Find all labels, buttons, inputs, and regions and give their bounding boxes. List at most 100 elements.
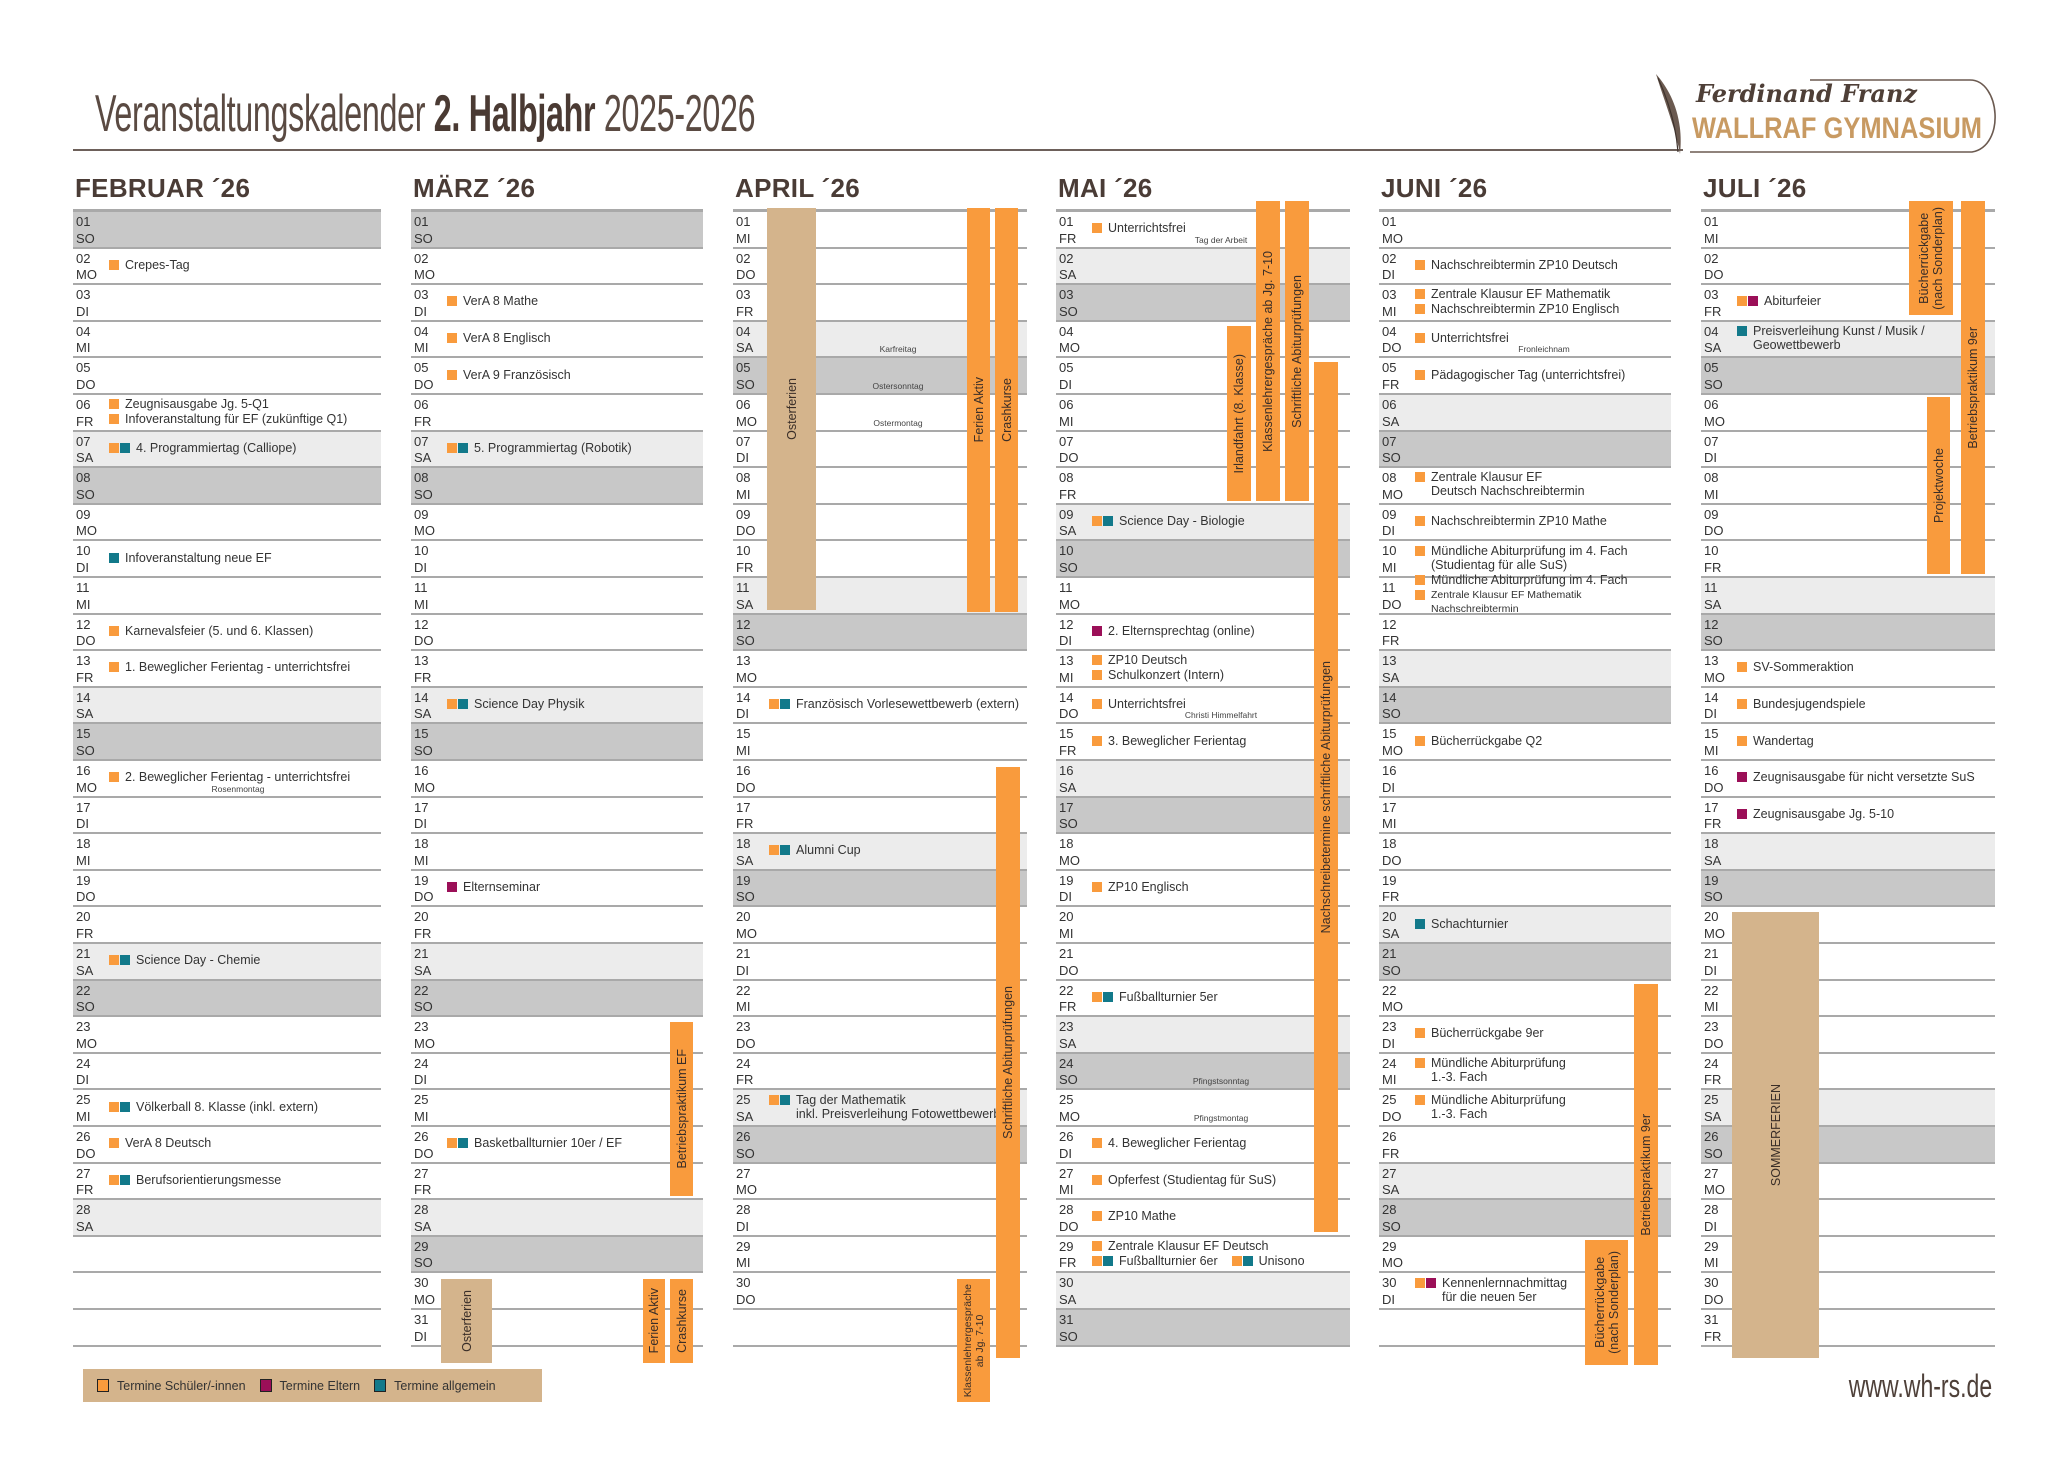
event-item[interactable]: Schachturnier — [1415, 917, 1508, 931]
marker-schueler-icon — [1092, 669, 1102, 680]
event-item[interactable]: Mündliche Abiturprüfung 1.-3. Fach — [1415, 1093, 1566, 1121]
day-number: 22 — [1382, 982, 1397, 998]
event-item[interactable]: 1. Beweglicher Ferientag - unterrichtsfr… — [109, 660, 350, 674]
event-item[interactable]: Nachschreibtermin ZP10 Englisch — [1415, 302, 1619, 316]
day-number: 16 — [736, 763, 751, 778]
event-text: Zentrale Klausur EF Mathematik Nachschre… — [1431, 588, 1582, 615]
title-divider — [73, 149, 1683, 151]
event-item[interactable]: ZP10 Mathe — [1092, 1209, 1176, 1223]
event-item[interactable]: Wandertag — [1737, 734, 1814, 748]
day-row: 20 FR — [73, 907, 381, 944]
event-item[interactable]: Schulkonzert (Intern) — [1092, 668, 1224, 682]
event-item[interactable]: VerA 9 Französisch — [447, 368, 571, 382]
day-number: 10 — [76, 543, 91, 559]
event-text: Abiturfeier — [1764, 294, 1821, 309]
event-item[interactable]: Nachschreibtermin ZP10 Mathe — [1415, 514, 1607, 528]
footer-url[interactable]: www.wh-rs.de — [1848, 1368, 1992, 1404]
event-item[interactable]: Zentrale Klausur EF Deutsch Nachschreibt… — [1415, 470, 1585, 498]
day-row: 27 SA — [1379, 1163, 1671, 1201]
event-item[interactable]: Zeugnisausgabe Jg. 5-Q1 — [109, 397, 269, 411]
event-item[interactable]: Preisverleihung Kunst / Musik / Geowettb… — [1737, 324, 1925, 352]
event-item[interactable]: Elternseminar — [447, 880, 540, 894]
day-row: 13 SA — [1379, 651, 1671, 688]
event-item[interactable]: Kennenlernnachmittag für die neuen 5er — [1415, 1276, 1567, 1304]
weekday-label: DI — [414, 1072, 427, 1088]
event-item[interactable]: Unisono — [1231, 1254, 1305, 1268]
event-line: Wandertag — [1737, 734, 1991, 748]
day-row: 07 DO — [1056, 432, 1350, 469]
event-item[interactable]: VerA 8 Deutsch — [109, 1136, 211, 1150]
event-text: 2. Beweglicher Ferientag - unterrichtsfr… — [125, 770, 351, 785]
weekday-label: MI — [76, 1108, 91, 1124]
event-item[interactable]: 2. Elternsprechtag (online) — [1092, 624, 1255, 638]
event-item[interactable]: Unterrichtsfrei — [1092, 697, 1186, 711]
event-item[interactable]: Nachschreibtermin ZP10 Deutsch — [1415, 258, 1618, 272]
event-item[interactable]: Basketballturnier 10er / EF — [447, 1136, 622, 1150]
event-item[interactable]: Infoveranstaltung für EF (zukünftige Q1) — [109, 412, 347, 426]
event-item[interactable]: Unterrichtsfrei — [1415, 331, 1509, 345]
event-line: 4. Programmiertag (Calliope) — [109, 441, 377, 455]
event-item[interactable]: ZP10 Englisch — [1092, 880, 1189, 894]
event-item[interactable]: Science Day Physik — [447, 697, 584, 711]
event-item[interactable]: Fußballturnier 6er — [1092, 1254, 1218, 1268]
event-item[interactable]: Opferfest (Studientag für SuS) — [1092, 1173, 1276, 1187]
weekday-label: FR — [414, 1182, 432, 1198]
event-item[interactable]: Unterrichtsfrei — [1092, 221, 1186, 235]
event-item[interactable]: Mündliche Abiturprüfung im 4. Fach — [1415, 573, 1628, 587]
event-item[interactable]: VerA 8 Mathe — [447, 294, 538, 308]
event-item[interactable]: Crepes-Tag — [109, 258, 190, 272]
day-number: 28 — [1382, 1202, 1397, 1218]
day-row: 12 DI 2. Elternsprechtag (online) — [1056, 615, 1350, 652]
day-number: 12 — [1382, 616, 1397, 632]
event-item[interactable]: Berufsorientierungsmesse — [109, 1173, 281, 1187]
event-item[interactable]: ZP10 Deutsch — [1092, 653, 1187, 667]
event-line: Elternseminar — [447, 880, 699, 894]
weekday-label: MO — [1382, 999, 1403, 1015]
event-text: Preisverleihung Kunst / Musik / Geowettb… — [1753, 324, 1925, 353]
event-item[interactable]: Bücherrückgabe Q2 — [1415, 734, 1542, 748]
event-item[interactable]: Karnevalsfeier (5. und 6. Klassen) — [109, 624, 313, 638]
event-item[interactable]: 5. Programmiertag (Robotik) — [447, 441, 632, 455]
day-row: 30 DO — [1701, 1273, 1995, 1310]
day-number: 03 — [76, 287, 91, 303]
event-item[interactable]: Alumni Cup — [769, 843, 861, 857]
legend-swatch-orange — [97, 1379, 109, 1392]
event-item[interactable]: Zeugnisausgabe für nicht versetzte SuS — [1737, 770, 1975, 784]
event-item[interactable]: Pädagogischer Tag (unterrichtsfrei) — [1415, 368, 1625, 382]
day-row: 05 SO — [1701, 358, 1995, 395]
event-item[interactable]: Infoveranstaltung neue EF — [109, 551, 272, 565]
event-item[interactable]: VerA 8 Englisch — [447, 331, 551, 345]
day-events: Wandertag — [1737, 724, 1991, 757]
event-item[interactable]: Zeugnisausgabe Jg. 5-10 — [1737, 807, 1894, 821]
event-item[interactable]: SV-Sommeraktion — [1737, 660, 1854, 674]
event-item[interactable]: Zentrale Klausur EF Mathematik — [1415, 287, 1610, 301]
event-item[interactable]: Bücherrückgabe 9er — [1415, 1026, 1544, 1040]
event-item[interactable]: Fußballturnier 5er — [1092, 990, 1218, 1004]
event-item[interactable]: Mündliche Abiturprüfung im 4. Fach (Stud… — [1415, 544, 1628, 572]
weekday-label: MI — [1704, 486, 1719, 502]
day-events: Unterrichtsfrei — [1092, 212, 1346, 245]
weekday-label: DI — [736, 962, 749, 978]
event-item[interactable]: Science Day - Chemie — [109, 953, 260, 967]
event-item[interactable]: 4. Programmiertag (Calliope) — [109, 441, 296, 455]
event-item[interactable]: Französisch Vorlesewettbewerb (extern) — [769, 697, 1019, 711]
day-number: 09 — [1382, 506, 1397, 522]
event-item[interactable]: Zentrale Klausur EF Mathematik Nachschre… — [1415, 588, 1667, 616]
event-item[interactable]: Tag der Mathematik inkl. Preisverleihung… — [769, 1093, 1000, 1121]
event-markers — [1092, 1173, 1102, 1187]
event-item[interactable]: 3. Beweglicher Ferientag — [1092, 734, 1246, 748]
event-item[interactable]: 4. Beweglicher Ferientag — [1092, 1136, 1246, 1150]
event-line: Mündliche Abiturprüfung im 4. Fach — [1415, 573, 1667, 587]
weekday-label: SA — [414, 962, 432, 978]
event-item[interactable]: Völkerball 8. Klasse (inkl. extern) — [109, 1100, 318, 1114]
event-item[interactable]: Bundesjugendspiele — [1737, 697, 1866, 711]
event-item[interactable]: Mündliche Abiturprüfung 1.-3. Fach — [1415, 1056, 1566, 1084]
event-item[interactable]: Abiturfeier — [1737, 294, 1821, 308]
event-item[interactable]: Zentrale Klausur EF Deutsch — [1092, 1239, 1269, 1253]
weekday-label: MO — [736, 669, 757, 685]
day-row: 13 MO SV-Sommeraktion — [1701, 651, 1995, 688]
event-item[interactable]: 2. Beweglicher Ferientag - unterrichtsfr… — [109, 770, 350, 784]
weekday-label: MI — [414, 596, 429, 612]
weekday-label: SO — [1382, 450, 1401, 466]
event-item[interactable]: Science Day - Biologie — [1092, 514, 1245, 528]
